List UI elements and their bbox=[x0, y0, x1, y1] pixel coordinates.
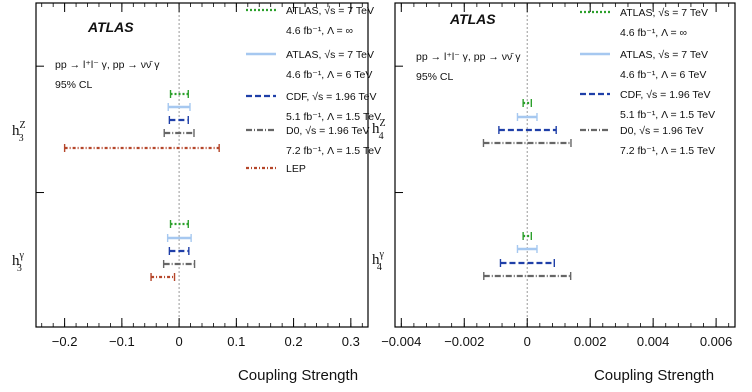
legend-entry-d0: D0, √s = 1.96 TeV 7.2 fb⁻¹, Λ = 1.5 TeV bbox=[246, 125, 381, 157]
x-tick-label: 0.002 bbox=[574, 334, 607, 349]
legend-label: 4.6 fb⁻¹, Λ = 6 TeV bbox=[286, 69, 372, 81]
legend-label: CDF, √s = 1.96 TeV bbox=[286, 91, 377, 103]
x-tick-label: 0.3 bbox=[342, 334, 360, 349]
x-axis-label: Coupling Strength bbox=[238, 367, 358, 384]
interval-lep bbox=[63, 144, 220, 152]
x-tick-label: 0.006 bbox=[700, 334, 733, 349]
x-tick-label: 0.2 bbox=[285, 334, 303, 349]
legend-label: D0, √s = 1.96 TeV bbox=[620, 125, 704, 137]
panel-right: −0.004 −0.002 0 0.002 0.004 0.006 Coupling Str… bbox=[372, 2, 736, 384]
process-label: pp → l⁺l⁻ γ, pp → νν̄ γ bbox=[416, 51, 521, 63]
interval-atlas7 bbox=[516, 113, 538, 121]
x-tick-label: 0.004 bbox=[637, 334, 670, 349]
interval-d0 bbox=[482, 139, 572, 147]
legend-entry-atlas7: ATLAS, √s = 7 TeV 4.6 fb⁻¹, Λ = 6 TeV bbox=[580, 49, 708, 81]
legend-label: 4.6 fb⁻¹, Λ = ∞ bbox=[620, 27, 687, 39]
interval-atlas7inf bbox=[169, 90, 189, 98]
legend-label: LEP bbox=[286, 163, 306, 175]
category-label: hγ 4 bbox=[372, 249, 385, 273]
legend-label: CDF, √s = 1.96 TeV bbox=[620, 89, 711, 101]
legend-entry-cdf: CDF, √s = 1.96 TeV 5.1 fb⁻¹, Λ = 1.5 TeV bbox=[580, 89, 715, 121]
interval-atlas7inf bbox=[522, 232, 533, 240]
legend-entry-cdf: CDF, √s = 1.96 TeV 5.1 fb⁻¹, Λ = 1.5 TeV bbox=[246, 91, 381, 123]
legend-label: ATLAS, √s = 7 TeV bbox=[286, 49, 374, 61]
process-label: pp → l⁺l⁻ γ, pp → νν̄ γ bbox=[55, 59, 160, 71]
category-label: hγ 3 bbox=[12, 250, 25, 274]
experiment-label: ATLAS bbox=[449, 11, 496, 27]
interval-d0 bbox=[162, 260, 196, 268]
legend-entry-atlas7inf: ATLAS, √s = 7 TeV 4.6 fb⁻¹, Λ = ∞ bbox=[246, 5, 374, 37]
interval-d0 bbox=[163, 129, 195, 137]
cl-label: 95% CL bbox=[416, 71, 454, 83]
x-tick-label: 0 bbox=[524, 334, 531, 349]
legend-label: 5.1 fb⁻¹, Λ = 1.5 TeV bbox=[286, 111, 381, 123]
interval-atlas7inf bbox=[522, 99, 533, 107]
interval-atlas7 bbox=[516, 245, 538, 253]
x-axis-label: Coupling Strength bbox=[594, 367, 714, 384]
legend-entry-atlas7: ATLAS, √s = 7 TeV 4.6 fb⁻¹, Λ = 6 TeV bbox=[246, 49, 374, 81]
x-tick-label: −0.2 bbox=[52, 334, 78, 349]
interval-lep bbox=[150, 273, 176, 281]
interval-cdf bbox=[168, 116, 189, 124]
x-tick-label: −0.1 bbox=[109, 334, 135, 349]
cl-label: 95% CL bbox=[55, 79, 93, 91]
category-label: hZ 4 bbox=[372, 118, 386, 142]
legend-label: ATLAS, √s = 7 TeV bbox=[620, 7, 708, 19]
x-tick-label: −0.002 bbox=[444, 334, 484, 349]
legend-label: 7.2 fb⁻¹, Λ = 1.5 TeV bbox=[286, 145, 381, 157]
legend-label: 4.6 fb⁻¹, Λ = ∞ bbox=[286, 25, 353, 37]
legend-label: ATLAS, √s = 7 TeV bbox=[620, 49, 708, 61]
panel-left: −0.2 −0.1 0 0.1 0.2 0.3 Coupling Strength ATLAS… bbox=[12, 2, 381, 384]
interval-atlas7 bbox=[166, 234, 192, 242]
interval-atlas7 bbox=[167, 103, 191, 111]
legend-entry-atlas7inf: ATLAS, √s = 7 TeV 4.6 fb⁻¹, Λ = ∞ bbox=[580, 7, 708, 39]
interval-cdf bbox=[499, 259, 555, 267]
interval-cdf bbox=[168, 247, 190, 255]
legend-entry-d0: D0, √s = 1.96 TeV 7.2 fb⁻¹, Λ = 1.5 TeV bbox=[580, 125, 715, 157]
legend-label: 7.2 fb⁻¹, Λ = 1.5 TeV bbox=[620, 145, 715, 157]
interval-atlas7inf bbox=[169, 220, 189, 228]
x-tick-label: 0.1 bbox=[227, 334, 245, 349]
legend-entry-lep: LEP bbox=[246, 163, 306, 175]
legend-label: 4.6 fb⁻¹, Λ = 6 TeV bbox=[620, 69, 706, 81]
legend-label: D0, √s = 1.96 TeV bbox=[286, 125, 370, 137]
legend-label: 5.1 fb⁻¹, Λ = 1.5 TeV bbox=[620, 109, 715, 121]
category-label: hZ 3 bbox=[12, 120, 26, 144]
interval-d0 bbox=[483, 272, 572, 280]
x-tick-label: −0.004 bbox=[381, 334, 421, 349]
x-tick-label: 0 bbox=[175, 334, 182, 349]
experiment-label: ATLAS bbox=[87, 19, 134, 35]
legend-label: ATLAS, √s = 7 TeV bbox=[286, 5, 374, 17]
interval-cdf bbox=[498, 126, 557, 134]
